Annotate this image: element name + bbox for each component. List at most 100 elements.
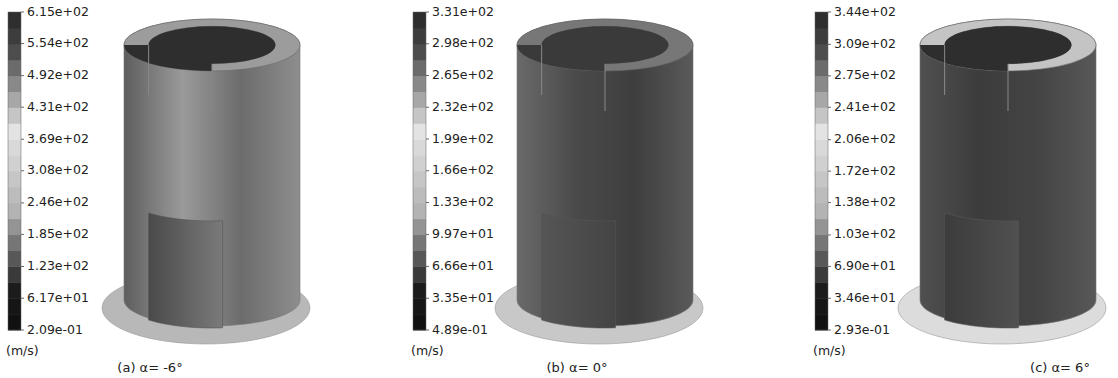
panel-title: (a) α= -6° (117, 360, 182, 375)
colorbar-tick-label: 2.32e+02 (432, 99, 494, 114)
colorbar-tick-label: 3.46e+01 (834, 290, 896, 305)
colorbar-band (815, 219, 828, 235)
colorbar-frame (815, 12, 828, 330)
colorbar-band (815, 282, 828, 298)
colorbar-tick (828, 266, 831, 267)
panel-title: (c) α= 6° (1030, 360, 1090, 375)
colorbar-label: (m/s) (6, 343, 39, 358)
colorbar-tick-label: 1.23e+02 (27, 258, 89, 273)
colorbar-band (413, 44, 426, 60)
colorbar-tick-label: 3.31e+02 (432, 4, 494, 19)
colorbar-band (815, 266, 828, 282)
colorbar-band (413, 251, 426, 267)
cylinder (898, 19, 1106, 344)
colorbar-band (8, 235, 21, 251)
cut-edge (148, 45, 149, 95)
colorbar-tick (828, 139, 831, 140)
figure: 6.15e+025.54e+024.92e+024.31e+023.69e+02… (0, 0, 1118, 378)
colorbar-band (413, 139, 426, 155)
colorbar-tick-label: 1.03e+02 (834, 226, 896, 241)
colorbar-tick-label: 3.35e+01 (432, 290, 494, 305)
top-annulus (124, 19, 300, 71)
colorbar-tick-label: 2.09e-01 (27, 322, 83, 337)
colorbar-band (8, 171, 21, 187)
colorbar-tick-label: 2.75e+02 (834, 67, 896, 82)
colorbar-tick (828, 202, 831, 203)
colorbar-band (815, 76, 828, 92)
colorbar-tick (21, 266, 24, 267)
colorbar-band (8, 60, 21, 76)
colorbar-label: (m/s) (813, 343, 846, 358)
colorbar-tick (426, 170, 429, 171)
colorbar-tick-label: 6.90e+01 (834, 258, 896, 273)
colorbar-tick-label: 3.09e+02 (834, 36, 896, 51)
colorbar-band (413, 28, 426, 44)
colorbar-tick (21, 202, 24, 203)
colorbar-tick-label: 2.93e-01 (834, 322, 890, 337)
colorbar-tick (426, 75, 429, 76)
colorbar-tick-label: 6.17e+01 (27, 290, 89, 305)
colorbar-tick (21, 12, 24, 13)
colorbar-tick (21, 170, 24, 171)
colorbar-band (413, 235, 426, 251)
colorbar-band (8, 123, 21, 139)
colorbar-band (413, 282, 426, 298)
annulus-cut (517, 45, 605, 71)
colorbar-band (815, 139, 828, 155)
colorbar-band (413, 12, 426, 28)
colorbar-band (8, 107, 21, 123)
colorbar-tick (21, 75, 24, 76)
colorbar-tick (828, 44, 831, 45)
colorbar-tick (21, 139, 24, 140)
colorbar-band (8, 187, 21, 203)
colorbar-band (8, 203, 21, 219)
colorbar-band (8, 298, 21, 314)
colorbar-frame (8, 12, 21, 330)
colorbar-tick-label: 2.98e+02 (432, 35, 494, 50)
colorbar-tick-label: 4.92e+02 (27, 67, 89, 82)
colorbar-band (815, 107, 828, 123)
colorbar-tick-label: 3.44e+02 (834, 4, 896, 19)
colorbar-tick (426, 12, 429, 13)
colorbar-tick (828, 75, 831, 76)
colorbar-tick (426, 202, 429, 203)
colorbar-band (815, 44, 828, 60)
colorbar-tick (828, 12, 831, 13)
colorbar-band (413, 298, 426, 314)
colorbar-band (413, 266, 426, 282)
colorbar-tick (828, 107, 831, 108)
colorbar-band (8, 314, 21, 330)
colorbar-tick-label: 3.69e+02 (27, 131, 89, 146)
colorbar-tick-label: 1.66e+02 (432, 162, 494, 177)
colorbar-band (413, 123, 426, 139)
wall-opening (945, 213, 1019, 328)
cylinder (495, 19, 703, 344)
cut-edge (1008, 64, 1009, 111)
colorbar-band (413, 314, 426, 330)
colorbar-band (815, 171, 828, 187)
colorbar-tick-label: 2.65e+02 (432, 67, 494, 82)
colorbar-band (413, 76, 426, 92)
colorbar-tick (426, 330, 429, 331)
colorbar-band (815, 251, 828, 267)
wall-opening (542, 213, 616, 328)
colorbar-tick (828, 171, 831, 172)
colorbar-band (413, 219, 426, 235)
wall-opening (149, 213, 223, 328)
colorbar-tick (21, 43, 24, 44)
colorbar-band (815, 92, 828, 108)
cylinder (102, 19, 310, 344)
colorbar-tick-label: 2.41e+02 (834, 99, 896, 114)
panel-title: (b) α= 0° (547, 360, 608, 375)
colorbar-tick-label: 4.31e+02 (27, 99, 89, 114)
top-annulus (920, 19, 1096, 71)
colorbar-band (8, 76, 21, 92)
colorbar-tick (426, 139, 429, 140)
colorbar-tick-label: 1.85e+02 (27, 226, 89, 241)
colorbar-band (8, 251, 21, 267)
cut-edge (541, 45, 542, 95)
colorbar-tick-label: 2.46e+02 (27, 194, 89, 209)
colorbar-band (8, 219, 21, 235)
annulus-cut (124, 45, 212, 71)
colorbar-tick (426, 43, 429, 44)
